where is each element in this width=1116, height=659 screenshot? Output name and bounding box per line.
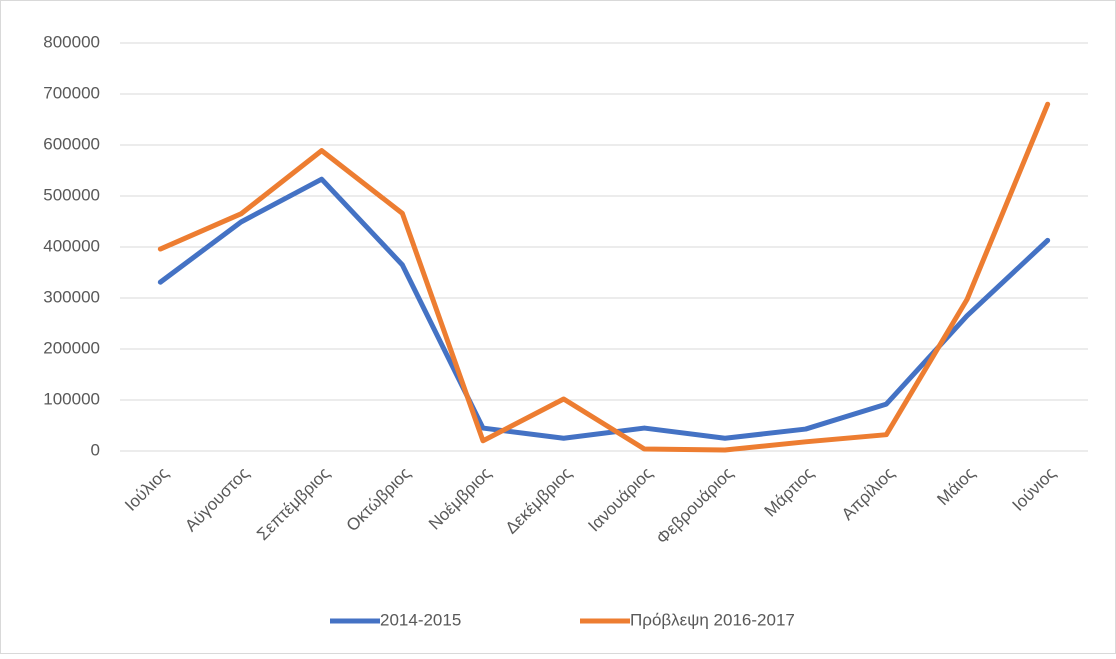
legend-label: Πρόβλεψη 2016-2017 — [630, 610, 795, 629]
y-tick-label: 300000 — [43, 287, 100, 306]
y-tick-label: 100000 — [43, 389, 100, 408]
y-tick-label: 800000 — [43, 32, 100, 51]
series-line — [157, 176, 1051, 441]
y-tick-label: 400000 — [43, 236, 100, 255]
y-tick-label: 700000 — [43, 83, 100, 102]
y-tick-label: 200000 — [43, 338, 100, 357]
y-tick-label: 500000 — [43, 185, 100, 204]
series-line — [157, 101, 1051, 453]
legend-label: 2014-2015 — [380, 610, 461, 629]
y-tick-label: 600000 — [43, 134, 100, 153]
y-tick-label: 0 — [91, 440, 100, 459]
